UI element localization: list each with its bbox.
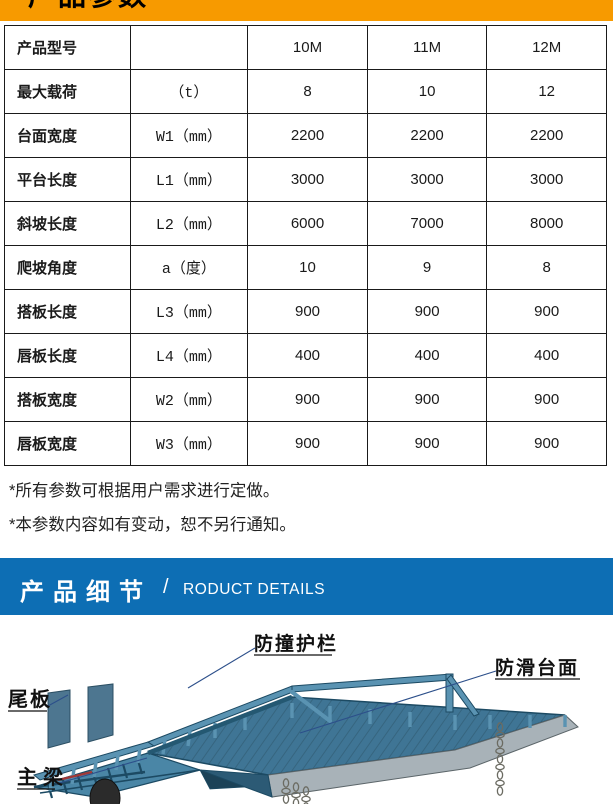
svg-text:防滑台面: 防滑台面: [495, 656, 579, 679]
svg-text:主梁: 主梁: [17, 765, 69, 789]
svg-text:防撞护栏: 防撞护栏: [254, 632, 338, 655]
svg-text:尾板: 尾板: [8, 687, 52, 711]
